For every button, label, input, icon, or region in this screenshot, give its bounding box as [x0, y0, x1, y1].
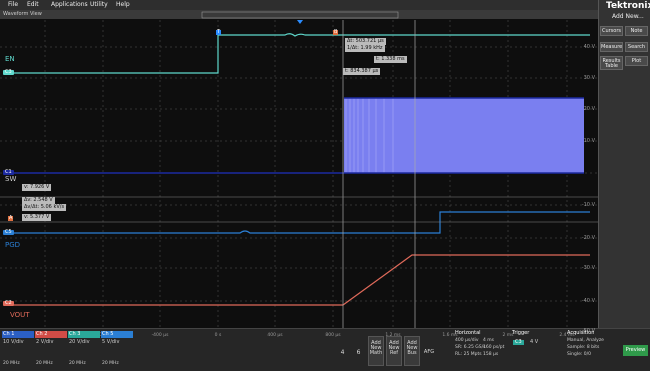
timebase-scroll	[201, 11, 399, 19]
horizontal-line: 4 ms	[483, 338, 495, 343]
x-label: 0 s	[214, 333, 222, 338]
x-label: -400 µs	[151, 333, 169, 338]
x-label: 400 µs	[267, 333, 283, 338]
brand-logo: Tektronix	[606, 1, 650, 11]
acquisition-line: Sample: 8 bits	[567, 345, 600, 350]
x-label: 2 ms	[502, 333, 514, 338]
y-label: 40 V	[583, 44, 595, 50]
cursor-marker: B	[333, 29, 339, 35]
channel-bandwidth: 20 MHz	[69, 361, 86, 366]
sw-burst	[344, 98, 584, 173]
y-label: 20 V	[583, 106, 595, 112]
menu-item[interactable]: Utility	[90, 1, 108, 8]
side-button[interactable]: Cursors	[600, 26, 623, 36]
channel-header[interactable]: Ch 5	[101, 331, 133, 338]
channel-header[interactable]: Ch 1	[2, 331, 34, 338]
side-button[interactable]: Plot	[625, 56, 648, 66]
menu-bar	[0, 0, 598, 10]
voltage-readout: v: 5.377 V	[22, 214, 52, 221]
channel-header[interactable]: Ch 3	[68, 331, 100, 338]
trigger-source: C3	[513, 339, 524, 345]
preview-button[interactable]: Preview	[623, 345, 648, 356]
channel-label: EN	[5, 55, 15, 63]
time-readout: t: 1.338 ms	[374, 56, 407, 63]
add-button[interactable]: Add New Ref	[386, 336, 402, 366]
channel-bandwidth: 20 MHz	[102, 361, 119, 366]
acquisition-title: Acquisition	[567, 330, 595, 336]
menu-item[interactable]: Edit	[27, 1, 39, 8]
sw-edges	[345, 98, 394, 173]
count-button[interactable]: 4	[340, 349, 345, 356]
channel-scale: 10 V/div	[3, 339, 24, 345]
channel-badge: C2	[3, 300, 14, 306]
horizontal-line: 160 ps/pt	[483, 345, 505, 350]
acquisition-line: Manual, Analyze	[567, 338, 604, 343]
voltage-readout: Δv/Δt: 5.06 kV/s	[22, 204, 67, 211]
y-label: -30 V	[581, 265, 595, 271]
time-readout: t: 834.387 µs	[343, 68, 381, 75]
channel-label: PGD	[5, 241, 21, 249]
menu-item[interactable]: Applications	[51, 1, 88, 8]
channel-label: SW	[5, 175, 17, 183]
x-label: 1.6 ms	[442, 333, 458, 338]
acquisition-line: Single: 0/0	[567, 352, 592, 357]
vout-trace	[8, 254, 590, 306]
channel-bandwidth: 20 MHz	[3, 361, 20, 366]
en-trace	[8, 33, 590, 74]
cursor-marker: T	[216, 29, 222, 35]
pgd-trace	[8, 211, 590, 234]
side-panel	[598, 0, 650, 328]
waveform-plot	[0, 11, 598, 328]
side-button[interactable]: Measure	[600, 42, 623, 52]
voltage-readout: Δv: 2.548 V	[22, 197, 55, 204]
horizontal-title: Horizontal	[455, 330, 481, 336]
channel-badge: C5	[3, 229, 14, 235]
trigger-position	[297, 20, 303, 24]
horizontal-line: 400 µs/div	[455, 338, 479, 343]
y-label: -20 V	[581, 235, 595, 241]
channel-scale: 2 V/div	[36, 339, 54, 345]
channel-scale: 20 V/div	[69, 339, 90, 345]
sw-trace	[8, 97, 584, 174]
channel-bandwidth: 20 MHz	[36, 361, 53, 366]
x-label: 2.4 ms	[559, 333, 575, 338]
add-button[interactable]: Add New Math	[368, 336, 384, 366]
trigger-level: 4 V	[530, 339, 539, 345]
x-label: 1.2 ms	[383, 333, 403, 339]
channel-label: VOUT	[10, 311, 30, 319]
y-label: -50 V	[581, 328, 595, 334]
cursor-marker: A	[8, 215, 14, 221]
waveform-title-bar	[0, 10, 598, 19]
channel-header[interactable]: Ch 2	[35, 331, 67, 338]
channel-badge: C1	[3, 169, 14, 175]
side-title: Add New...	[612, 13, 644, 20]
afg-button[interactable]: AFG	[423, 349, 435, 355]
voltage-readout: v: 7.926 V	[22, 184, 52, 191]
time-readout: 1/Δt: 1.99 kHz	[345, 45, 385, 52]
horizontal-line: 158 µs	[483, 352, 499, 357]
y-label: 10 V	[583, 138, 595, 144]
y-label: -10 V	[581, 202, 595, 208]
add-button[interactable]: Add New Bus	[404, 336, 420, 366]
y-label: 30 V	[583, 75, 595, 81]
view-title: Waveform View	[3, 11, 42, 17]
side-button[interactable]: Note	[625, 26, 648, 36]
trigger-title: Trigger	[512, 330, 530, 336]
time-readout: Δt: 503.721 µs	[345, 38, 386, 45]
menu-item[interactable]: File	[8, 1, 19, 8]
count-button[interactable]: 6	[356, 349, 361, 356]
channel-scale: 5 V/div	[102, 339, 120, 345]
side-button[interactable]: Search	[625, 42, 648, 52]
horizontal-line: SR: 6.25 GS/s	[455, 345, 486, 350]
channel-badge: C3	[3, 69, 14, 75]
side-button[interactable]: Results Table	[600, 56, 623, 70]
horizontal-line: RL: 25 Mpts	[455, 352, 482, 357]
y-label: -40 V	[581, 298, 595, 304]
x-label: 800 µs	[325, 333, 341, 338]
menu-item[interactable]: Help	[116, 1, 130, 8]
